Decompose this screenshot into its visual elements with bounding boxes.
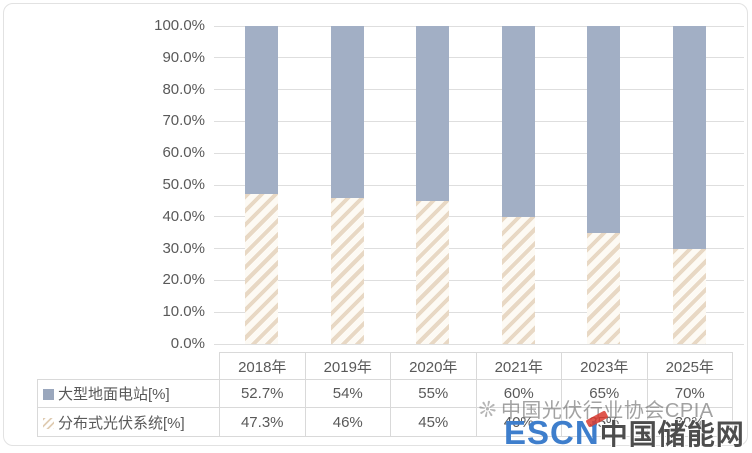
y-axis-tick-label: 10.0% — [162, 303, 205, 321]
y-axis-tick-label: 0.0% — [170, 335, 205, 352]
table-value-cell: 45% — [390, 407, 477, 437]
table-year-header: 2021年 — [475, 352, 562, 380]
bar-segment-large-ground-station — [587, 26, 621, 233]
table-year-header: 2019年 — [304, 352, 391, 380]
table-value-cell: 46% — [304, 407, 391, 437]
y-axis-tick-label: 60.0% — [162, 144, 205, 162]
gridline — [214, 25, 744, 27]
escn-logo-chinese-text: 中国储能网 — [599, 419, 745, 450]
y-axis-tick-label: 100.0% — [154, 17, 205, 34]
bar-segment-large-ground-station — [330, 26, 364, 198]
legend-key-solid-icon — [43, 389, 54, 400]
legend-cell: 大型地面电站[%] — [37, 379, 220, 408]
bar-segment-distributed-pv — [672, 248, 706, 344]
bar-segment-distributed-pv — [330, 197, 364, 344]
legend-cell: 分布式光伏系统[%] — [37, 407, 220, 437]
table-value-cell: 52.7% — [219, 379, 306, 408]
bar-segment-large-ground-station — [245, 26, 279, 194]
table-year-header: 2020年 — [390, 352, 477, 380]
bar-segment-distributed-pv — [587, 232, 621, 344]
gridline — [214, 184, 744, 186]
gridline — [214, 120, 744, 122]
data-table: 2018年 2019年 2020年 2021年 2023年 2025年大型地面电站[%] 5… — [37, 352, 733, 437]
table-corner-blank — [38, 353, 220, 380]
chart-frame — [3, 3, 748, 446]
bar-segment-large-ground-station — [501, 26, 535, 217]
table-year-header: 2025年 — [646, 352, 733, 380]
table-value-cell: 40% — [475, 407, 562, 437]
legend-series-name: 分布式光伏系统[%] — [58, 414, 185, 432]
legend-key-hatch-icon — [43, 417, 54, 429]
y-axis-tick-label: 40.0% — [162, 207, 205, 225]
gridline — [214, 216, 744, 218]
y-axis-tick-label: 30.0% — [162, 239, 205, 257]
gridline — [214, 89, 744, 91]
legend-series-name: 大型地面电站[%] — [58, 386, 170, 403]
gridline — [214, 57, 744, 59]
y-axis-tick-label: 80.0% — [162, 80, 205, 98]
gridline — [214, 311, 744, 313]
y-axis-tick-label: 20.0% — [162, 271, 205, 289]
table-value-cell: 47.3% — [219, 407, 306, 437]
escn-logo: ESCN中国储能网 — [504, 410, 745, 453]
bar-segment-distributed-pv — [416, 200, 450, 344]
bar-segment-large-ground-station — [672, 26, 706, 249]
cpia-watermark: ❊中国光伏行业协会CPIA — [475, 394, 752, 424]
table-value-cell: 54% — [304, 379, 391, 408]
table-value-cell: 55% — [390, 379, 477, 408]
gridline — [214, 343, 744, 345]
cpia-snowflake-icon: ❊ — [475, 395, 500, 424]
y-axis-tick-label: 70.0% — [162, 112, 205, 130]
table-year-header: 2023年 — [561, 352, 648, 380]
bar-segment-distributed-pv — [245, 193, 279, 344]
cpia-watermark-text: 中国光伏行业协会CPIA — [500, 400, 714, 422]
table-value-cell: 30% — [646, 407, 733, 437]
bar-segment-large-ground-station — [416, 26, 450, 201]
gridline — [214, 152, 744, 154]
gridline — [214, 248, 744, 250]
escn-logo-text: ESCN — [504, 414, 600, 451]
y-axis-tick-label: 50.0% — [162, 176, 205, 193]
table-year-header: 2018年 — [219, 352, 306, 380]
gridline — [214, 279, 744, 281]
bar-segment-distributed-pv — [501, 216, 535, 344]
table-value-cell: 60% — [475, 379, 562, 408]
y-axis-tick-label: 90.0% — [162, 48, 205, 66]
